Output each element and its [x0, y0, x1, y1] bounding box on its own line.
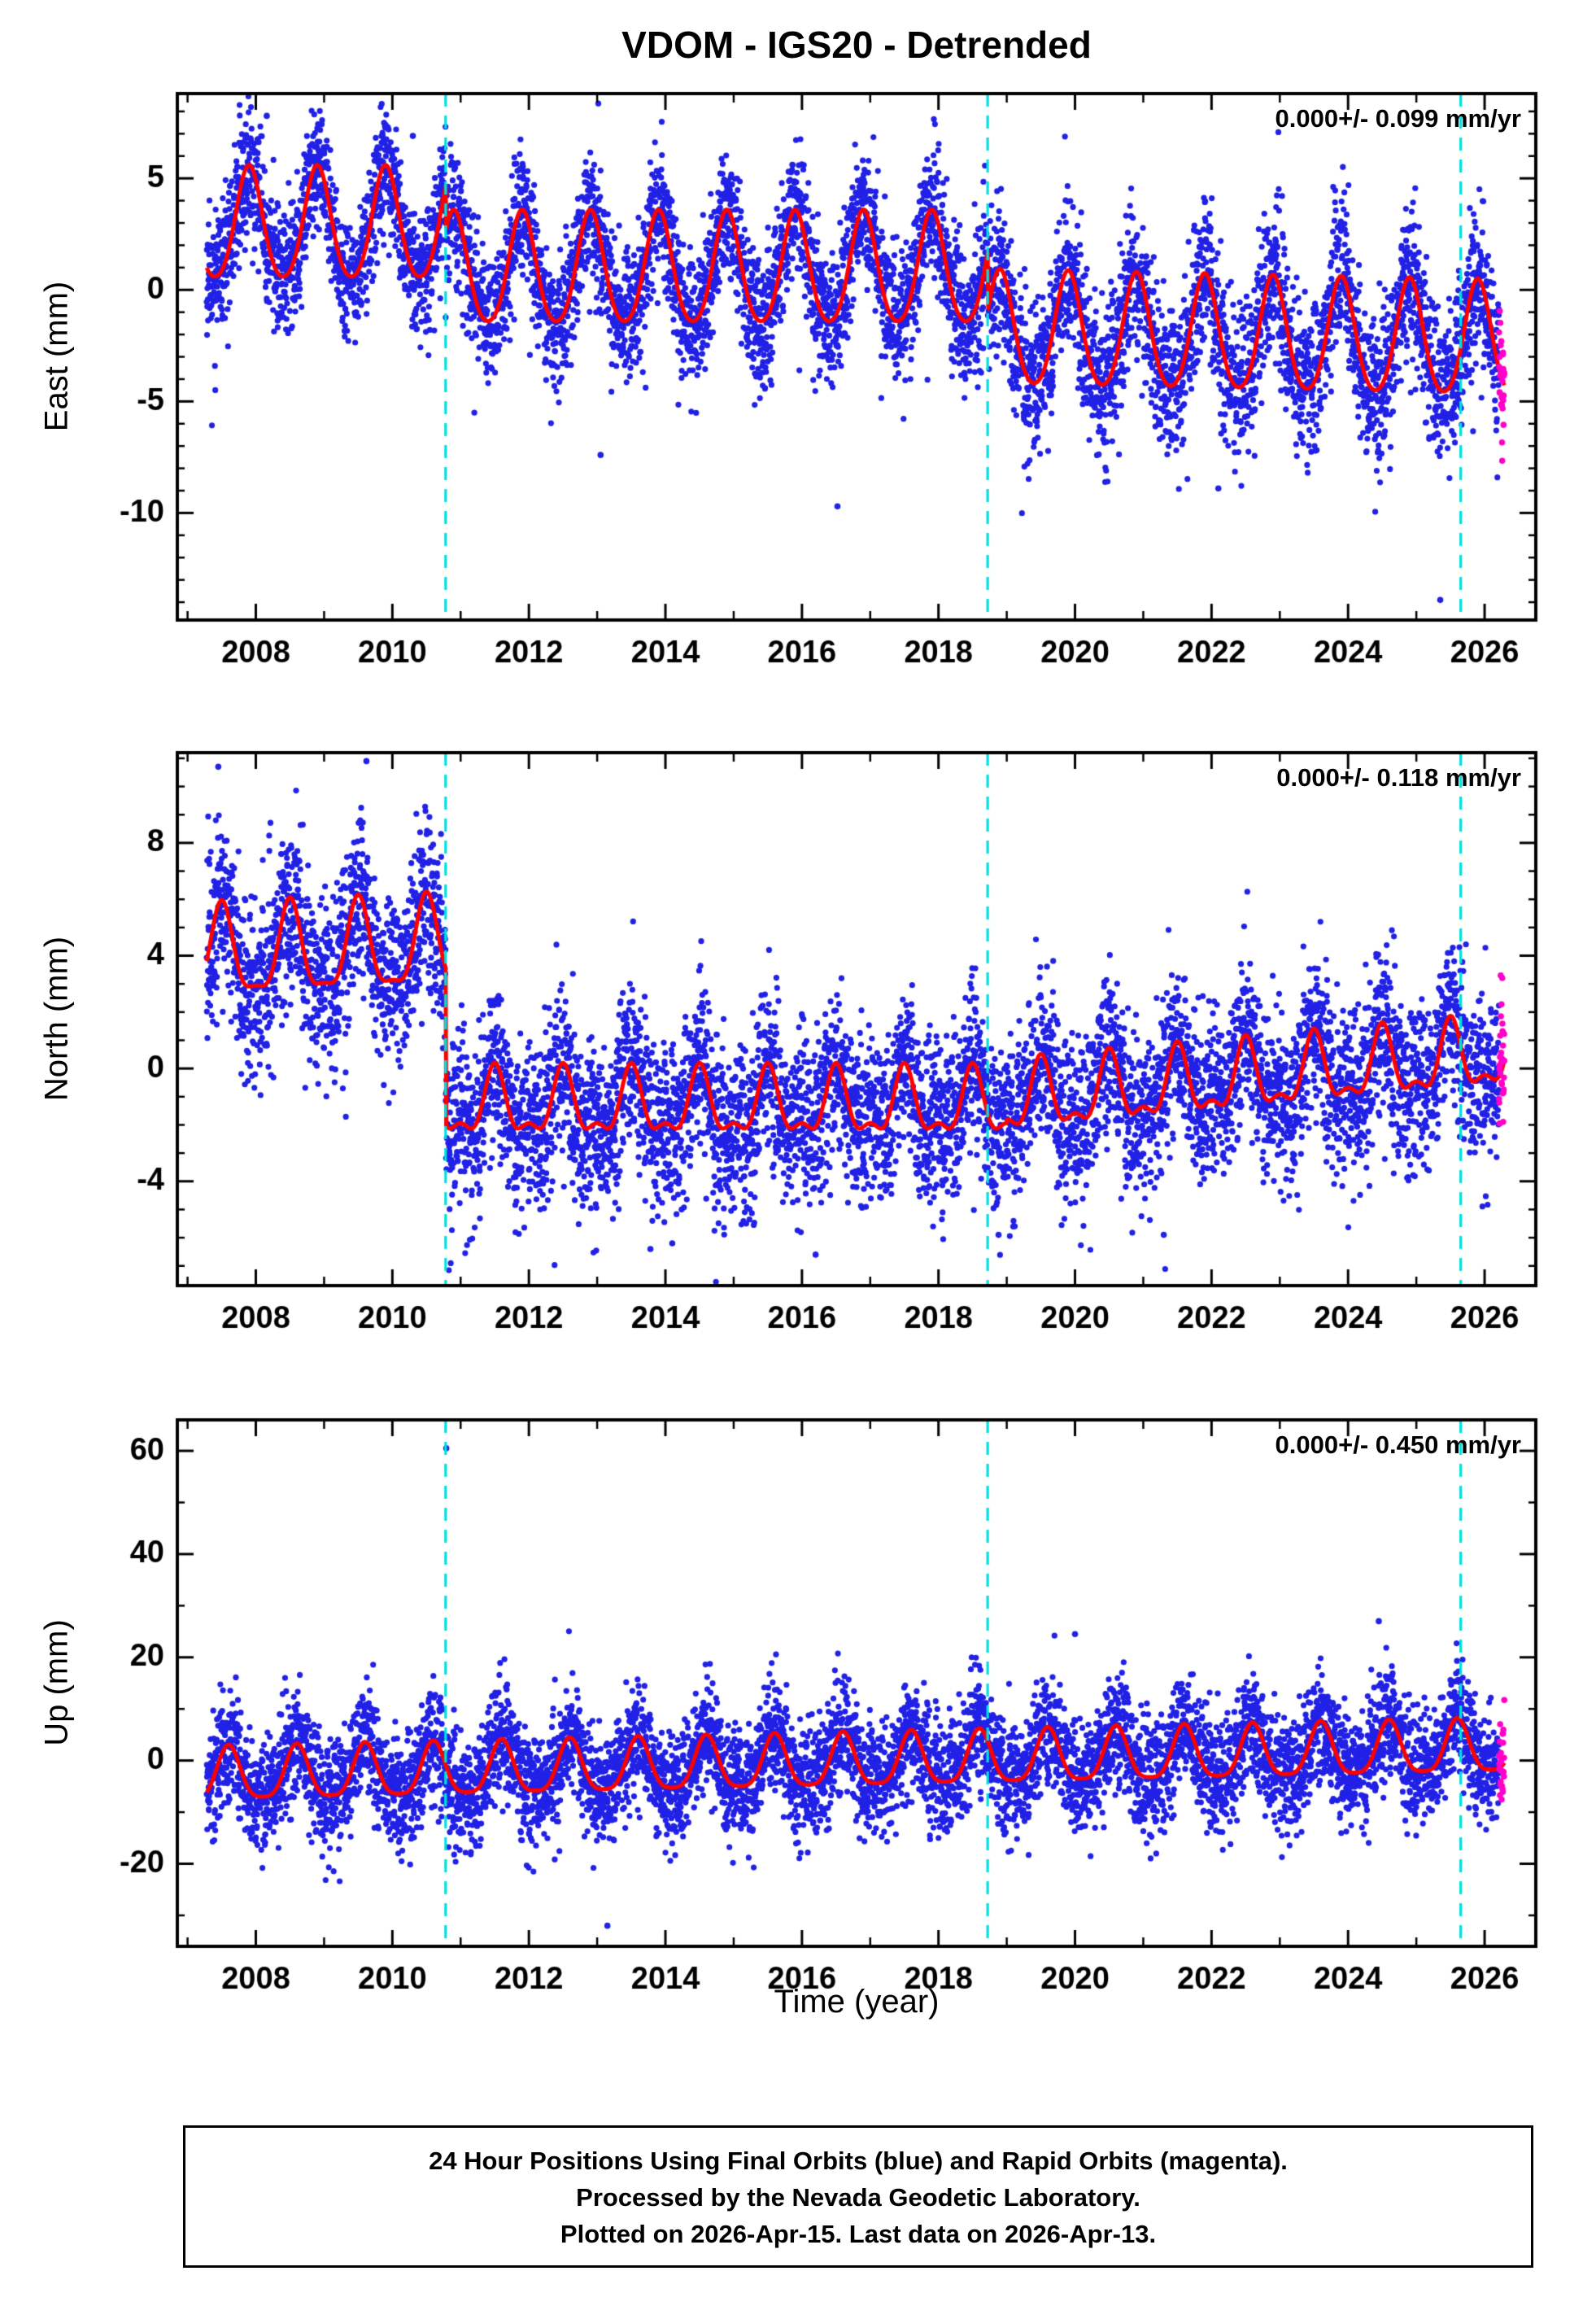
caption-box: 24 Hour Positions Using Final Orbits (bl…: [183, 2125, 1533, 2268]
x-axis-label: Time (year): [774, 1984, 940, 2020]
caption-line-3: Plotted on 2026-Apr-15. Last data on 202…: [560, 2220, 1157, 2248]
rate-annotation-east: 0.000+/- 0.099 mm/yr: [1275, 104, 1521, 133]
rate-annotation-north: 0.000+/- 0.118 mm/yr: [1276, 763, 1521, 792]
caption-line-1: 24 Hour Positions Using Final Orbits (bl…: [429, 2147, 1288, 2175]
chart-title: VDOM - IGS20 - Detrended: [621, 24, 1092, 66]
y-axis-label-up: Up (mm): [38, 1619, 75, 1746]
rate-annotation-up: 0.000+/- 0.450 mm/yr: [1275, 1430, 1521, 1459]
caption-line-2: Processed by the Nevada Geodetic Laborat…: [576, 2183, 1140, 2212]
y-axis-label-east: East (mm): [38, 281, 75, 432]
y-axis-label-north: North (mm): [38, 936, 75, 1102]
